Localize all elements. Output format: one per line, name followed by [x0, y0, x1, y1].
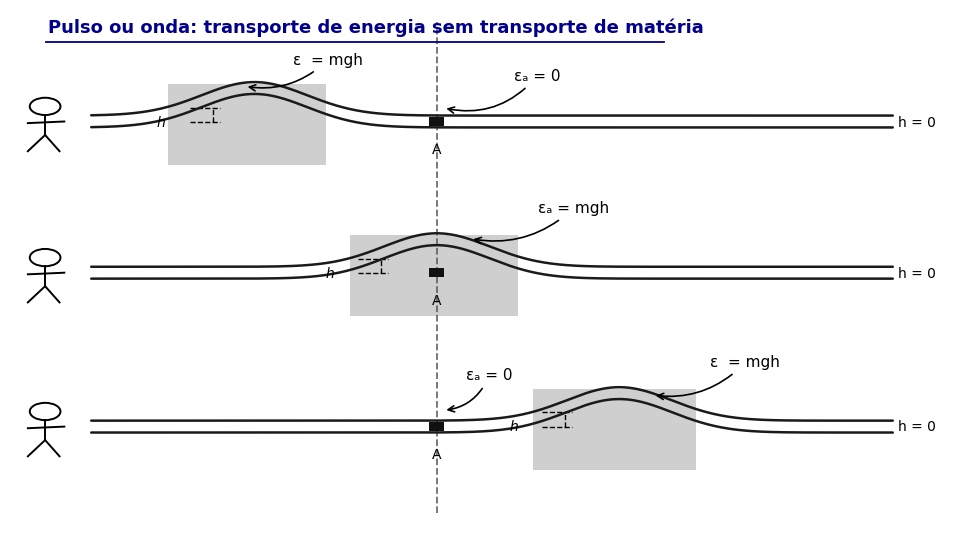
Bar — [168, 84, 326, 165]
Text: Pulso ou onda: transporte de energia sem transporte de matéria: Pulso ou onda: transporte de energia sem… — [48, 19, 704, 37]
Bar — [429, 422, 444, 431]
Bar — [533, 389, 696, 470]
Text: A: A — [432, 448, 442, 462]
Text: h = 0: h = 0 — [898, 116, 935, 130]
Text: A: A — [432, 143, 442, 157]
Text: A: A — [432, 294, 442, 308]
Bar — [350, 235, 518, 316]
Text: h: h — [510, 420, 518, 434]
Text: ε  = mgh: ε = mgh — [250, 52, 363, 91]
Text: h = 0: h = 0 — [898, 267, 935, 281]
Bar — [429, 117, 444, 126]
Text: h: h — [325, 267, 334, 281]
Text: εₐ = mgh: εₐ = mgh — [475, 201, 609, 244]
Text: εₐ = 0: εₐ = 0 — [448, 368, 512, 412]
Text: h: h — [156, 116, 165, 130]
Text: εₐ = 0: εₐ = 0 — [448, 69, 560, 113]
Bar — [429, 268, 444, 277]
Text: h = 0: h = 0 — [898, 420, 935, 434]
Text: ε  = mgh: ε = mgh — [658, 355, 780, 400]
